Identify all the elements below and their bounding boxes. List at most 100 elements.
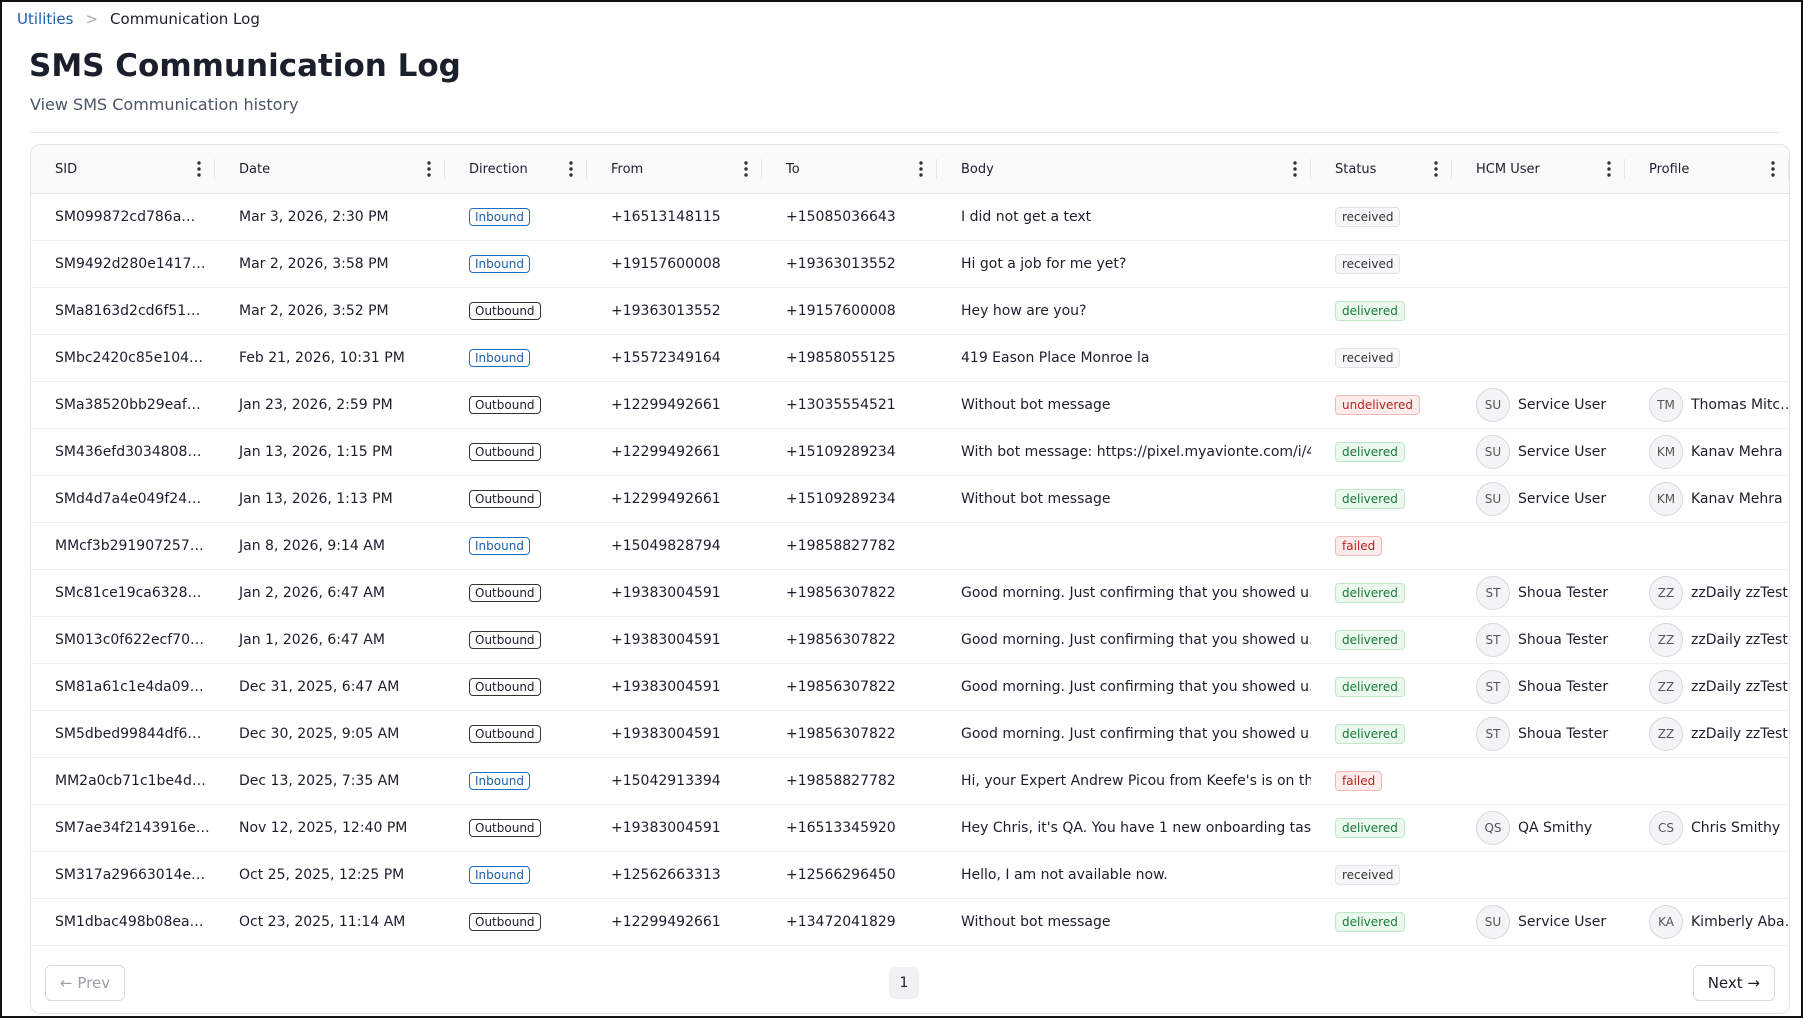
cell: ZZ zzDaily zzTest… [1625,663,1789,711]
column-header[interactable]: SID [31,145,215,194]
cell: Outbound [445,287,587,335]
cell: ST Shoua Tester [1452,569,1625,617]
cell: Jan 8, 2026, 9:14 AM [215,522,445,570]
column-menu[interactable] [1434,161,1438,181]
cell [1625,240,1789,288]
table-row[interactable]: SMa38520bb29eaf… Jan 23, 2026, 2:59 PM Out… [31,381,1789,429]
from-text: +19383004591 [611,585,721,601]
column-header[interactable]: Date [215,145,445,194]
table-row[interactable]: SMa8163d2cd6f51… Mar 2, 2026, 3:52 PM Outb… [31,287,1789,335]
table-row[interactable]: MM2a0cb71c1be4d… Dec 13, 2025, 7:35 AM Inb… [31,757,1789,805]
sid-text: SM81a61c1e4da09… [55,679,204,695]
cell: Hi, your Expert Andrew Picou from Keefe'… [937,757,1311,805]
next-button[interactable]: Next → [1692,965,1775,1001]
table-row[interactable]: SMc81ce19ca6328… Jan 2, 2026, 6:47 AM Outb… [31,569,1789,617]
column-header[interactable]: Profile [1625,145,1789,194]
person-name: Shoua Tester [1518,679,1609,695]
person-name: Kanav Mehra [1691,444,1783,460]
column-header[interactable]: To [762,145,937,194]
direction-tag: Outbound [469,302,541,320]
body-text: Good morning. Just confirming that you s… [961,679,1311,695]
cell: ST Shoua Tester [1452,710,1625,758]
column-menu[interactable] [1771,161,1775,181]
cell: Jan 13, 2026, 1:15 PM [215,428,445,476]
table-row[interactable]: SMd4d7a4e049f24… Jan 13, 2026, 1:13 PM Out… [31,475,1789,523]
cell: +15109289234 [762,475,937,523]
table-row[interactable]: MMcf3b291907257… Jan 8, 2026, 9:14 AM Inbo… [31,522,1789,570]
table-row[interactable]: SM7ae34f2143916e… Nov 12, 2025, 12:40 PM O… [31,804,1789,852]
column-header[interactable]: Direction [445,145,587,194]
cell: +12562663313 [587,851,762,899]
column-header[interactable]: Body [937,145,1311,194]
cell: +12299492661 [587,898,762,946]
cell: delivered [1311,898,1452,946]
table-row[interactable]: SM5dbed99844df6… Dec 30, 2025, 9:05 AM Out… [31,710,1789,758]
cell: delivered [1311,663,1452,711]
table-row[interactable]: SM317a29663014e… Oct 25, 2025, 12:25 PM In… [31,851,1789,899]
cell: SMc81ce19ca6328… [31,569,215,617]
column-menu[interactable] [197,161,201,181]
cell: Good morning. Just confirming that you s… [937,616,1311,664]
sid-text: SMa38520bb29eaf… [55,397,201,413]
avatar: ZZ [1649,623,1683,657]
table-row[interactable]: SM81a61c1e4da09… Dec 31, 2025, 6:47 AM Out… [31,663,1789,711]
cell: +19363013552 [762,240,937,288]
cell: +19157600008 [762,287,937,335]
status-badge: delivered [1335,912,1405,932]
body-text: Good morning. Just confirming that you s… [961,632,1311,648]
prev-button[interactable]: ← Prev [45,965,126,1001]
cell: Good morning. Just confirming that you s… [937,663,1311,711]
column-menu[interactable] [569,161,573,181]
table-row[interactable]: SM013c0f622ecf70… Jan 1, 2026, 6:47 AM Out… [31,616,1789,664]
direction-tag: Inbound [469,349,530,367]
table-row[interactable]: SMbc2420c85e104… Feb 21, 2026, 10:31 PM In… [31,334,1789,382]
cell: +19383004591 [587,663,762,711]
column-header[interactable]: From [587,145,762,194]
from-text: +19383004591 [611,820,721,836]
table-row[interactable]: SM1dbac498b08ea… Oct 23, 2025, 11:14 AM Ou… [31,898,1789,946]
cell: SM436efd3034808… [31,428,215,476]
column-header[interactable]: HCM User [1452,145,1625,194]
cell: KM Kanav Mehra [1625,428,1789,476]
direction-tag: Inbound [469,772,530,790]
body-text: With bot message: https://pixel.myaviont… [961,444,1311,460]
column-menu[interactable] [1293,161,1297,181]
table-row[interactable]: SM099872cd786a… Mar 3, 2026, 2:30 PM Inbou… [31,193,1789,241]
column-divider [444,159,445,179]
breadcrumb-link[interactable]: Utilities [17,10,74,28]
header-row: SID Date Direction From To Body Status HCM User… [31,145,1789,194]
cell: failed [1311,757,1452,805]
cell: Nov 12, 2025, 12:40 PM [215,804,445,852]
direction-tag: Inbound [469,255,530,273]
cell: Oct 23, 2025, 11:14 AM [215,898,445,946]
cell: Mar 2, 2026, 3:58 PM [215,240,445,288]
column-menu[interactable] [744,161,748,181]
date-text: Jan 8, 2026, 9:14 AM [239,538,385,554]
cell: +16513345920 [762,804,937,852]
cell: SMbc2420c85e104… [31,334,215,382]
status-badge: delivered [1335,677,1405,697]
column-menu[interactable] [919,161,923,181]
cell: Good morning. Just confirming that you s… [937,569,1311,617]
table-row[interactable]: SM9492d280e1417… Mar 2, 2026, 3:58 PM Inbo… [31,240,1789,288]
column-header[interactable]: Status [1311,145,1452,194]
column-menu[interactable] [1607,161,1611,181]
cell: delivered [1311,616,1452,664]
sid-text: MM2a0cb71c1be4d… [55,773,206,789]
page-number[interactable]: 1 [889,967,919,999]
cell: ST Shoua Tester [1452,663,1625,711]
column-divider [586,159,587,179]
cell: undelivered [1311,381,1452,429]
cell: Jan 23, 2026, 2:59 PM [215,381,445,429]
table-row[interactable]: SM436efd3034808… Jan 13, 2026, 1:15 PM Out… [31,428,1789,476]
cell: delivered [1311,569,1452,617]
divider [30,132,1779,133]
sid-text: SM7ae34f2143916e… [55,820,210,836]
sid-text: SM013c0f622ecf70… [55,632,204,648]
person-name: Service User [1518,491,1607,507]
date-text: Jan 1, 2026, 6:47 AM [239,632,385,648]
sid-text: SMa8163d2cd6f51… [55,303,201,319]
cell: SM099872cd786a… [31,193,215,241]
column-menu[interactable] [427,161,431,181]
body-text: Good morning. Just confirming that you s… [961,585,1311,601]
